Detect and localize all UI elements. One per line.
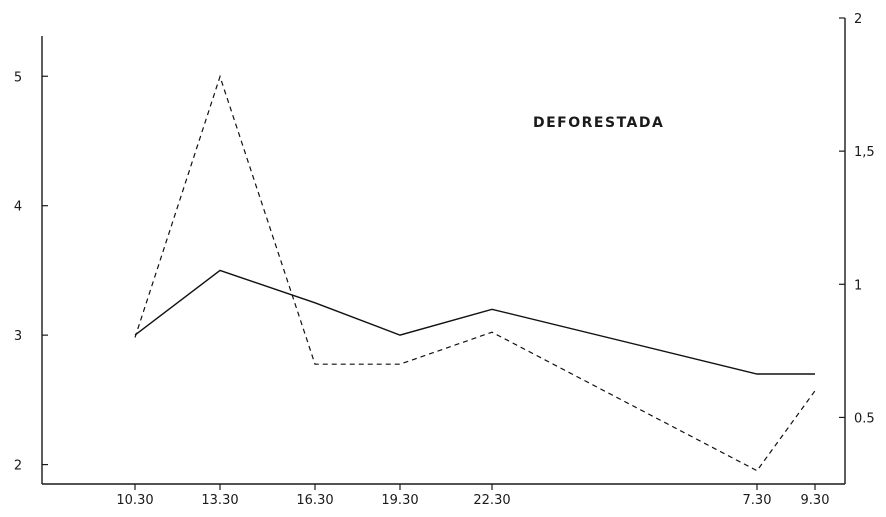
chart-title: DEFORESTADA [533, 115, 664, 131]
y-right-tick-label: 1,5 [854, 145, 875, 160]
y-right-tick-label: 2 [854, 12, 862, 27]
series-line-dashed [134, 74, 816, 472]
x-tick-label: 7.30 [743, 493, 772, 508]
y-left-tick-label: 4 [14, 200, 22, 215]
x-tick-label: 22.30 [473, 493, 510, 508]
y-left-tick-label: 2 [14, 459, 22, 474]
y-right-tick-label: 1 [854, 278, 862, 293]
x-tick-label: 16.30 [296, 493, 333, 508]
x-tick-label: 10.30 [116, 493, 153, 508]
y-left-tick-label: 5 [14, 70, 22, 85]
y-right-tick-label: 0.5 [854, 411, 875, 426]
x-tick-label: 9.30 [801, 493, 830, 508]
x-tick-label: 13.30 [201, 493, 238, 508]
x-tick-label: 19.30 [381, 493, 418, 508]
y-left-tick-label: 3 [14, 329, 22, 344]
series-line-solid [134, 269, 815, 375]
